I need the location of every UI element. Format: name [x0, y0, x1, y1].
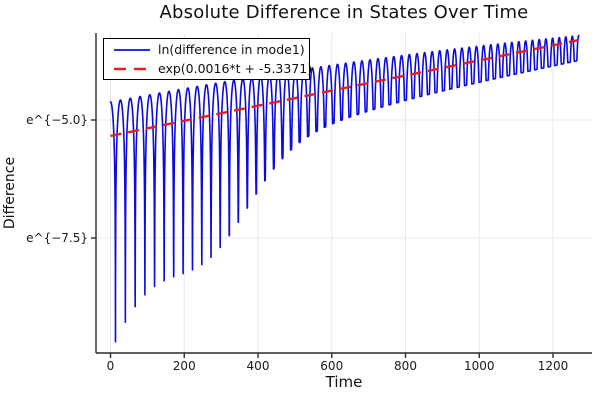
x-tick-label: 600: [320, 359, 344, 373]
series-line-difference: [109, 34, 580, 343]
legend-item-series: ln(difference in mode1): [104, 41, 309, 59]
x-tick-label: 0: [106, 359, 115, 373]
y-tick-label: e^{−7.5}: [26, 231, 88, 245]
legend-line-dashed-icon: [114, 67, 150, 70]
chart-title: Absolute Difference in States Over Time: [159, 2, 529, 23]
legend-line-solid-icon: [114, 48, 150, 51]
fit-line-exponential: [110, 38, 579, 138]
legend-label-fit: exp(0.0016*t + -5.3371): [158, 61, 313, 76]
x-tick-label: 200: [172, 359, 196, 373]
legend-item-fit: exp(0.0016*t + -5.3371): [104, 60, 313, 78]
y-axis-label: Difference: [2, 156, 18, 230]
x-tick-label: 1200: [537, 359, 569, 373]
x-tick-label: 1000: [463, 359, 495, 373]
x-tick-label: 800: [394, 359, 417, 373]
legend: ln(difference in mode1) exp(0.0016*t + -…: [103, 38, 313, 80]
y-tick-label: e^{−5.0}: [26, 113, 88, 127]
x-axis-label: Time: [325, 373, 363, 391]
x-tick-label: 400: [246, 359, 270, 373]
legend-label-series: ln(difference in mode1): [158, 42, 305, 57]
